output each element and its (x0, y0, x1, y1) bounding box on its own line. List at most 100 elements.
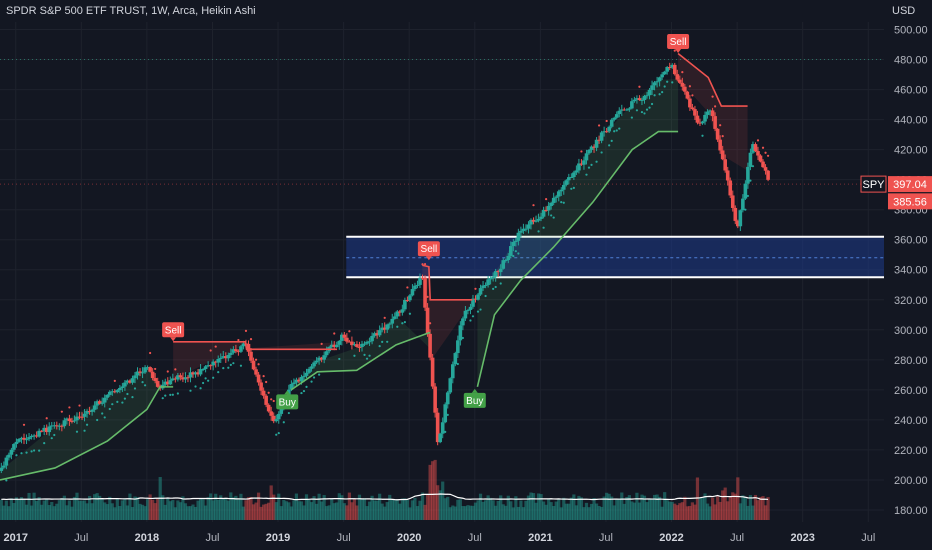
stop-dot (38, 449, 41, 452)
candle-body (173, 378, 178, 380)
volume-bar (148, 494, 152, 520)
candle-body (135, 371, 140, 376)
volume-bar (173, 507, 177, 520)
volume-bar (29, 505, 34, 520)
volume-bar (40, 504, 44, 520)
stop-dot (174, 368, 177, 371)
stop-dot (381, 340, 384, 343)
volume-bar (77, 500, 82, 520)
candle-body (569, 177, 574, 179)
candle-body (761, 161, 765, 168)
volume-ma (1, 493, 769, 501)
volume-bar (241, 506, 246, 520)
volume-bar (642, 495, 647, 520)
volume-bar (256, 492, 261, 520)
candle-body (587, 149, 591, 154)
volume-bar (453, 506, 457, 520)
candle-body (229, 352, 233, 355)
candle-body (246, 343, 251, 352)
volume-bar (138, 503, 142, 520)
volume-bar (236, 499, 241, 520)
volume-bar (521, 507, 526, 520)
stop-dot (494, 285, 497, 289)
candle-body (345, 337, 349, 342)
volume-bar (748, 495, 753, 520)
volume-bar (489, 497, 493, 520)
stop-dot (605, 119, 608, 123)
y-axis[interactable]: 500.00480.00460.00440.00420.00400.00380.… (894, 25, 928, 517)
stop-dot (638, 85, 641, 88)
volume-bar (335, 502, 339, 520)
candle-body (458, 325, 463, 341)
candle-body (736, 220, 740, 227)
stop-dot (212, 376, 215, 379)
volume-bar (345, 505, 349, 520)
candle-body (705, 111, 710, 115)
stop-dot (428, 322, 432, 325)
volume-bar (304, 494, 309, 520)
candle-body (529, 219, 533, 225)
stop-dot (600, 151, 603, 154)
candle-body (105, 394, 110, 398)
candle-body (274, 419, 279, 422)
stop-dot (711, 95, 714, 98)
candle-body (314, 360, 319, 363)
candle-body (625, 109, 629, 111)
stop-dot (517, 252, 520, 255)
price-tags: SPY 397.04 385.56 (860, 175, 932, 210)
stop-dot (300, 391, 303, 395)
volume-bar (420, 492, 425, 520)
volume-bar (539, 494, 543, 520)
stop-dot (15, 454, 18, 457)
candle-body (269, 411, 273, 416)
candle-body (183, 377, 188, 380)
candle-body (551, 197, 556, 203)
volume-bar (55, 503, 59, 520)
candle-body (725, 170, 730, 181)
x-tick-label: 2020 (397, 532, 421, 544)
volume-bar (4, 500, 8, 520)
stop-dot (363, 353, 366, 356)
stop-dot (746, 194, 749, 198)
lower-stop-line (476, 130, 679, 388)
candle-body (524, 228, 528, 230)
volume-bar (526, 495, 531, 520)
candle-body (521, 228, 526, 231)
candle-body (544, 209, 548, 211)
stop-dot (479, 308, 482, 311)
candle-body (362, 343, 367, 345)
candle-body (695, 115, 700, 123)
candle-body (196, 372, 200, 375)
volume-bar (219, 495, 223, 520)
stop-dot (396, 325, 399, 328)
candle-body (509, 246, 513, 256)
candle-body (350, 341, 354, 346)
stop-dot (83, 429, 86, 432)
volume-bar (161, 495, 165, 520)
candle-body (382, 327, 387, 330)
x-axis[interactable]: 2017 Jul 2018 Jul 2019 Jul 2020 Jul 2021 Jul 2022 J… (3, 532, 875, 544)
signal-pointer (425, 256, 432, 261)
candle-body (332, 344, 337, 348)
volume-bar (625, 497, 629, 520)
volume-bar (50, 501, 54, 520)
candle-body (607, 126, 611, 132)
candle-body (92, 405, 97, 410)
candle-body (672, 64, 677, 75)
volume-bar (72, 496, 77, 520)
candle-body (589, 146, 594, 150)
x-tick-label: Jul (599, 532, 613, 544)
volume-bar (554, 501, 558, 520)
volume-bar (471, 505, 475, 520)
stop-dot (761, 146, 765, 149)
volume-bar (224, 497, 228, 520)
candle-body (294, 379, 299, 383)
candle-body (130, 378, 135, 383)
stop-dot (403, 320, 406, 324)
stop-dot (640, 110, 644, 114)
stop-dot (282, 421, 285, 424)
stop-dot (176, 392, 179, 395)
volume-bar (135, 497, 140, 520)
volume-bar (262, 504, 266, 520)
